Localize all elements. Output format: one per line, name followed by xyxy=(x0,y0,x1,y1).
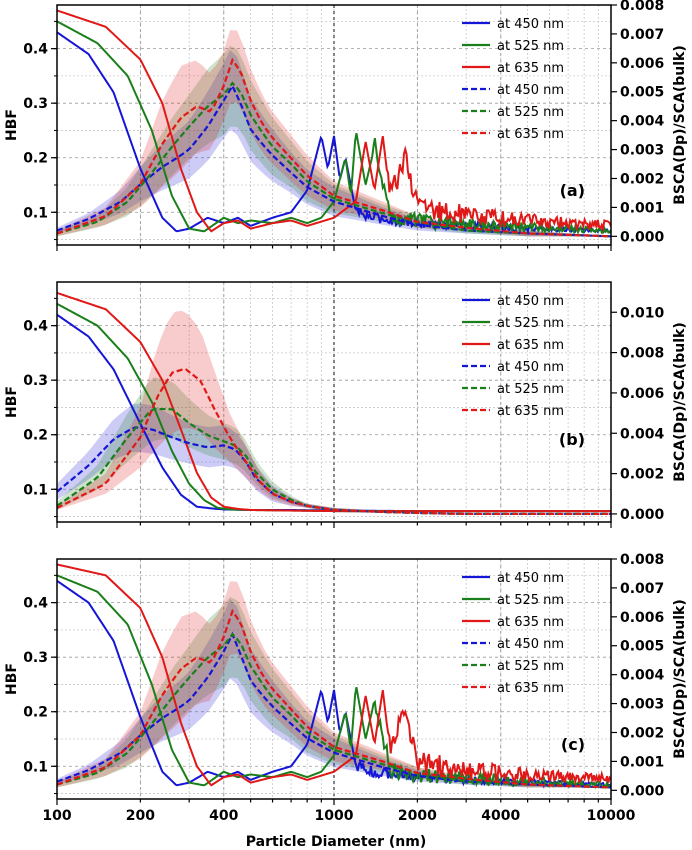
x-tick-label: 200 xyxy=(126,808,155,824)
plot-area-a xyxy=(57,9,611,238)
legend-label: at 450 nm xyxy=(497,83,564,98)
y-axis-title-right: BSCA(Dp)/SCA(bulk) xyxy=(672,322,688,482)
panel-label: (b) xyxy=(559,430,585,449)
band-red xyxy=(57,581,611,788)
x-tick-label: 100 xyxy=(42,808,71,824)
y-tick-label-right: 0.005 xyxy=(620,639,664,655)
x-tick-label: 400 xyxy=(209,808,238,824)
y-tick-label-right: 0.000 xyxy=(620,783,665,799)
legend-label: at 635 nm xyxy=(497,338,564,353)
y-tick-label-right: 0.001 xyxy=(620,754,664,770)
y-tick-label-right: 0.002 xyxy=(620,171,664,187)
y-tick-label-right: 0.002 xyxy=(620,467,664,483)
plot-area-b xyxy=(57,291,611,516)
chart-panel-b: 0.1 0.2 0.3 0.4 0.000 0.002 0.004 0.006 0.008 0.0… xyxy=(4,281,688,528)
y-tick-label-left: 0.2 xyxy=(23,705,48,721)
x-tick-label: 1000 xyxy=(315,808,354,824)
y-tick-label-right: 0.004 xyxy=(620,426,665,442)
x-tick-label: 4000 xyxy=(481,808,520,824)
y-axis-title-left: HBF xyxy=(4,386,20,418)
legend-label: at 635 nm xyxy=(497,61,564,76)
y-tick-label-right: 0.007 xyxy=(620,581,664,597)
y-tick-label-left: 0.4 xyxy=(23,319,48,335)
legend-label: at 635 nm xyxy=(497,615,564,630)
legend-label: at 450 nm xyxy=(497,360,564,375)
y-tick-label-right: 0.001 xyxy=(620,200,664,216)
y-tick-label-right: 0.006 xyxy=(620,386,664,402)
y-tick-label-left: 0.4 xyxy=(23,42,48,58)
hbf-line-red xyxy=(57,563,611,787)
y-tick-label-right: 0.004 xyxy=(620,668,665,684)
y-axis-title-right: BSCA(Dp)/SCA(bulk) xyxy=(672,599,688,759)
y-tick-label-left: 0.3 xyxy=(23,96,48,112)
bsca-line-green xyxy=(57,632,611,789)
y-tick-label-right: 0.006 xyxy=(620,56,664,72)
bsca-line-blue xyxy=(57,83,611,238)
y-axis-title-right: BSCA(Dp)/SCA(bulk) xyxy=(672,45,688,205)
band-green xyxy=(57,377,611,514)
y-tick-label-left: 0.1 xyxy=(23,482,48,498)
y-tick-label-right: 0.007 xyxy=(620,27,664,43)
legend-label: at 525 nm xyxy=(497,382,564,397)
plot-area-c xyxy=(57,563,611,790)
y-tick-label-right: 0.008 xyxy=(620,552,664,568)
y-tick-label-right: 0.006 xyxy=(620,610,664,626)
y-axis-title-left: HBF xyxy=(4,663,20,695)
legend-label: at 450 nm xyxy=(497,17,564,32)
y-tick-label-left: 0.2 xyxy=(23,428,48,444)
band-blue xyxy=(57,599,611,788)
y-axis-title-left: HBF xyxy=(4,109,20,141)
y-tick-label-right: 0.008 xyxy=(620,0,664,14)
y-tick-label-left: 0.2 xyxy=(23,151,48,167)
y-tick-label-right: 0.010 xyxy=(620,305,665,321)
y-tick-label-right: 0.003 xyxy=(620,143,664,159)
y-tick-label-right: 0.002 xyxy=(620,725,664,741)
bsca-line-red xyxy=(57,57,611,238)
band-green xyxy=(57,45,611,237)
chart-panel-c: 100 200 400 1000 2000 4000 10000 0.1 0.2 0.3 0.4 0.… xyxy=(4,552,688,824)
legend-label: at 635 nm xyxy=(497,127,564,142)
legend-label: at 635 nm xyxy=(497,681,564,696)
hbf-line-red xyxy=(57,291,611,513)
band-red xyxy=(57,310,611,514)
legend-label: at 450 nm xyxy=(497,294,564,309)
x-tick-label: 10000 xyxy=(587,808,636,824)
legend-c: at 450 nm at 525 nm at 635 nm at 450 nm at 5… xyxy=(462,571,564,696)
legend-b: at 450 nm at 525 nm at 635 nm at 450 nm at 5… xyxy=(462,294,564,419)
legend-label: at 525 nm xyxy=(497,659,564,674)
legend-label: at 525 nm xyxy=(497,593,564,608)
legend-label: at 450 nm xyxy=(497,571,564,586)
hbf-line-red xyxy=(57,9,611,233)
x-tick-label: 2000 xyxy=(398,808,437,824)
legend-label: at 635 nm xyxy=(497,404,564,419)
y-tick-label-left: 0.3 xyxy=(23,373,48,389)
chart-panel-a: 0.1 0.2 0.3 0.4 0.000 0.001 0.002 0.003 0.004 0.0… xyxy=(4,0,688,251)
y-tick-label-right: 0.005 xyxy=(620,85,664,101)
legend-label: at 525 nm xyxy=(497,105,564,120)
y-tick-label-left: 0.3 xyxy=(23,650,48,666)
bsca-line-red xyxy=(57,368,611,516)
y-tick-label-right: 0.000 xyxy=(620,507,665,523)
bsca-line-blue xyxy=(57,631,611,789)
y-tick-label-left: 0.4 xyxy=(23,596,48,612)
y-tick-label-right: 0.004 xyxy=(620,114,665,130)
panel-label: (c) xyxy=(561,735,585,754)
panel-label: (a) xyxy=(560,181,585,200)
y-tick-label-left: 0.1 xyxy=(23,205,48,221)
band-green xyxy=(57,596,611,788)
bsca-line-red xyxy=(57,608,611,789)
legend-label: at 525 nm xyxy=(497,39,564,54)
y-tick-label-right: 0.000 xyxy=(620,229,665,245)
y-tick-label-left: 0.1 xyxy=(23,759,48,775)
band-blue xyxy=(57,403,611,514)
legend-a: at 450 nm at 525 nm at 635 nm at 450 nm at 5… xyxy=(462,17,564,142)
y-tick-label-right: 0.008 xyxy=(620,346,664,362)
x-axis-title: Particle Diameter (nm) xyxy=(246,834,426,850)
band-red xyxy=(57,30,611,237)
legend-label: at 525 nm xyxy=(497,316,564,331)
legend-label: at 450 nm xyxy=(497,637,564,652)
y-tick-label-right: 0.003 xyxy=(620,697,664,713)
bsca-line-green xyxy=(57,81,611,238)
